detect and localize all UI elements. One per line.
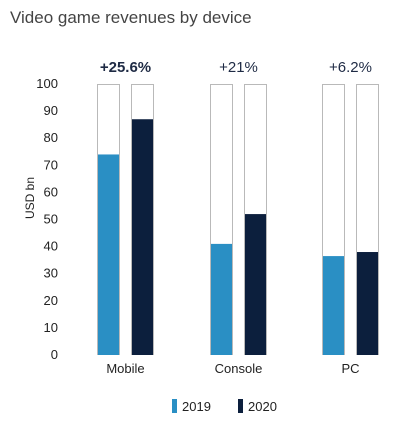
growth-label-mobile: +25.6% xyxy=(100,59,151,76)
bar-pc-2019 xyxy=(323,256,344,355)
y-tick-label-50: 50 xyxy=(44,212,58,227)
legend-label-2020: 2020 xyxy=(248,399,277,414)
bars xyxy=(97,84,379,355)
growth-labels: +25.6% +21% +6.2% xyxy=(100,59,372,76)
legend-swatch-2019 xyxy=(172,399,177,413)
y-axis-label: USD bn xyxy=(23,177,37,219)
growth-label-pc: +6.2% xyxy=(329,59,372,76)
y-tick-label-10: 10 xyxy=(44,320,58,335)
y-tick-label-80: 80 xyxy=(44,130,58,145)
bar-console-2020 xyxy=(245,214,266,355)
legend-label-2019: 2019 xyxy=(182,399,211,414)
legend: 2019 2020 xyxy=(172,399,277,414)
y-tick-label-40: 40 xyxy=(44,239,58,254)
chart-title: Video game revenues by device xyxy=(10,8,252,27)
bar-mobile-2019 xyxy=(98,154,119,355)
growth-label-console: +21% xyxy=(219,59,258,76)
legend-swatch-2020 xyxy=(238,399,243,413)
y-axis-ticks: 0 10 20 30 40 50 60 70 80 90 100 xyxy=(36,76,58,362)
y-tick-label-60: 60 xyxy=(44,184,58,199)
category-label-mobile: Mobile xyxy=(106,361,144,376)
bar-pc-2020 xyxy=(357,252,378,355)
y-tick-label-20: 20 xyxy=(44,293,58,308)
bar-mobile-2020 xyxy=(132,119,153,355)
y-tick-label-90: 90 xyxy=(44,103,58,118)
y-tick-label-70: 70 xyxy=(44,157,58,172)
category-label-console: Console xyxy=(215,361,263,376)
category-label-pc: PC xyxy=(341,361,359,376)
category-labels: Mobile Console PC xyxy=(106,361,359,376)
bar-console-2019 xyxy=(211,243,232,355)
y-tick-label-30: 30 xyxy=(44,266,58,281)
y-tick-label-100: 100 xyxy=(36,76,58,91)
y-tick-label-0: 0 xyxy=(51,347,58,362)
